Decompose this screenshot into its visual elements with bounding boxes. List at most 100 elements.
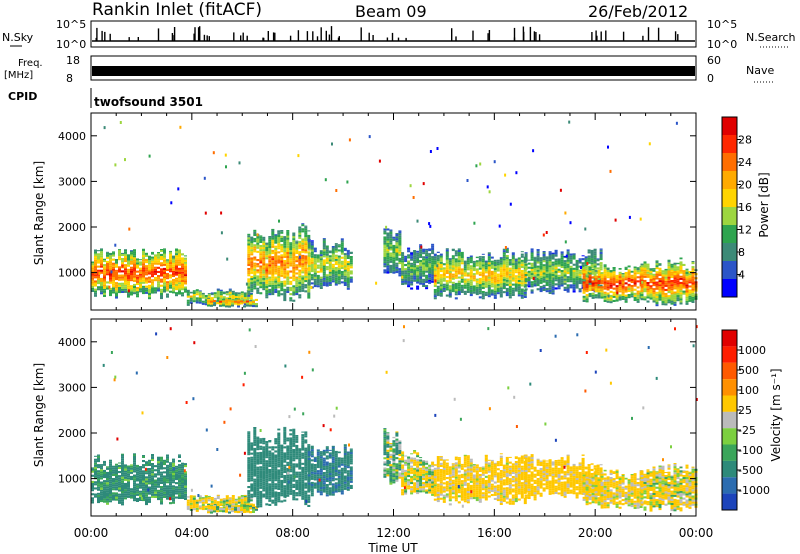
echo-cell bbox=[389, 229, 393, 231]
echo-cell bbox=[181, 466, 184, 469]
echo-cell bbox=[334, 248, 338, 251]
isolated-echo bbox=[416, 219, 419, 223]
echo-cell bbox=[259, 261, 263, 264]
echo-cell bbox=[475, 256, 479, 259]
echo-cell bbox=[661, 296, 665, 299]
echo-cell bbox=[142, 464, 145, 467]
echo-cell bbox=[600, 294, 604, 297]
echo-cell bbox=[337, 245, 341, 248]
echo-cell bbox=[407, 283, 411, 286]
echo-cell bbox=[121, 286, 124, 289]
echo-cell bbox=[240, 506, 243, 509]
echo-cell bbox=[448, 295, 452, 298]
echo-cell bbox=[463, 278, 467, 281]
echo-cell bbox=[649, 285, 653, 288]
echo-cell bbox=[505, 287, 509, 290]
echo-cell bbox=[505, 250, 509, 253]
echo-cell bbox=[484, 293, 488, 296]
echo-cell bbox=[142, 472, 145, 475]
echo-cell bbox=[91, 279, 94, 282]
echo-cell bbox=[304, 230, 308, 233]
echo-cell bbox=[307, 294, 311, 297]
echo-cell bbox=[118, 493, 121, 496]
echo-cell bbox=[624, 296, 628, 299]
echo-cell bbox=[142, 482, 145, 485]
echo-cell bbox=[115, 498, 118, 501]
echo-cell bbox=[578, 277, 582, 280]
echo-cell bbox=[520, 292, 524, 295]
echo-cell bbox=[256, 289, 260, 292]
echo-cell bbox=[407, 250, 411, 253]
echo-cell bbox=[172, 487, 175, 490]
echo-cell bbox=[142, 277, 145, 280]
echo-cell bbox=[280, 235, 284, 238]
echo-cell bbox=[271, 229, 275, 232]
echo-cell bbox=[560, 259, 564, 262]
echo-cell bbox=[252, 305, 255, 308]
echo-cell bbox=[481, 278, 485, 281]
echo-cell bbox=[250, 473, 254, 476]
echo-cell bbox=[94, 455, 97, 457]
echo-cell bbox=[130, 488, 133, 491]
echo-cell bbox=[271, 231, 275, 234]
echo-cell bbox=[606, 272, 610, 275]
echo-cell bbox=[401, 270, 405, 273]
echo-cell bbox=[499, 272, 503, 275]
echo-cell bbox=[166, 283, 169, 286]
echo-cell bbox=[112, 275, 115, 278]
echo-cell bbox=[265, 441, 269, 444]
echo-cell bbox=[249, 511, 252, 514]
echo-cell bbox=[163, 290, 166, 293]
echo-cell bbox=[301, 269, 305, 272]
echo-cell bbox=[160, 456, 163, 458]
echo-cell bbox=[688, 271, 692, 274]
echo-cell bbox=[169, 475, 172, 478]
echo-cell bbox=[454, 264, 458, 267]
isolated-echo bbox=[479, 162, 482, 166]
echo-cell bbox=[569, 255, 573, 258]
echo-cell bbox=[490, 285, 494, 288]
echo-cell bbox=[554, 287, 558, 290]
echo-cell bbox=[416, 275, 420, 278]
echo-cell bbox=[148, 498, 151, 501]
echo-cell bbox=[517, 271, 521, 274]
echo-cell bbox=[493, 290, 497, 293]
echo-cell bbox=[395, 258, 399, 261]
echo-cell bbox=[469, 261, 473, 264]
echo-cell bbox=[436, 279, 440, 282]
echo-cell bbox=[154, 489, 157, 492]
echo-cell bbox=[563, 276, 567, 279]
echo-cell bbox=[523, 293, 527, 296]
echo-cell bbox=[166, 295, 169, 298]
echo-cell bbox=[505, 261, 509, 264]
echo-cell bbox=[298, 294, 302, 297]
echo-cell bbox=[667, 260, 671, 263]
echo-cell bbox=[109, 473, 112, 476]
echo-cell bbox=[433, 289, 437, 292]
echo-cell bbox=[325, 245, 329, 248]
echo-cell bbox=[271, 245, 275, 248]
echo-cell bbox=[142, 259, 145, 262]
echo-cell bbox=[247, 440, 251, 443]
echo-cell bbox=[181, 269, 184, 272]
echo-cell bbox=[472, 267, 476, 270]
echo-cell bbox=[216, 302, 219, 305]
echo-cell bbox=[346, 254, 350, 257]
echo-cell bbox=[250, 483, 254, 486]
echo-cell bbox=[228, 497, 232, 499]
echo-cell bbox=[262, 242, 266, 245]
echo-cell bbox=[566, 263, 570, 266]
echo-cell bbox=[289, 293, 293, 296]
echo-cell bbox=[599, 264, 603, 267]
echo-cell bbox=[422, 266, 426, 269]
echo-cell bbox=[118, 481, 121, 484]
echo-cell bbox=[133, 488, 136, 491]
echo-cell bbox=[655, 283, 659, 286]
echo-cell bbox=[584, 262, 588, 265]
echo-cell bbox=[253, 277, 257, 280]
echo-cell bbox=[640, 298, 644, 301]
echo-cell bbox=[419, 262, 423, 265]
echo-cell bbox=[422, 278, 426, 281]
echo-cell bbox=[346, 285, 350, 288]
echo-cell bbox=[280, 254, 284, 257]
